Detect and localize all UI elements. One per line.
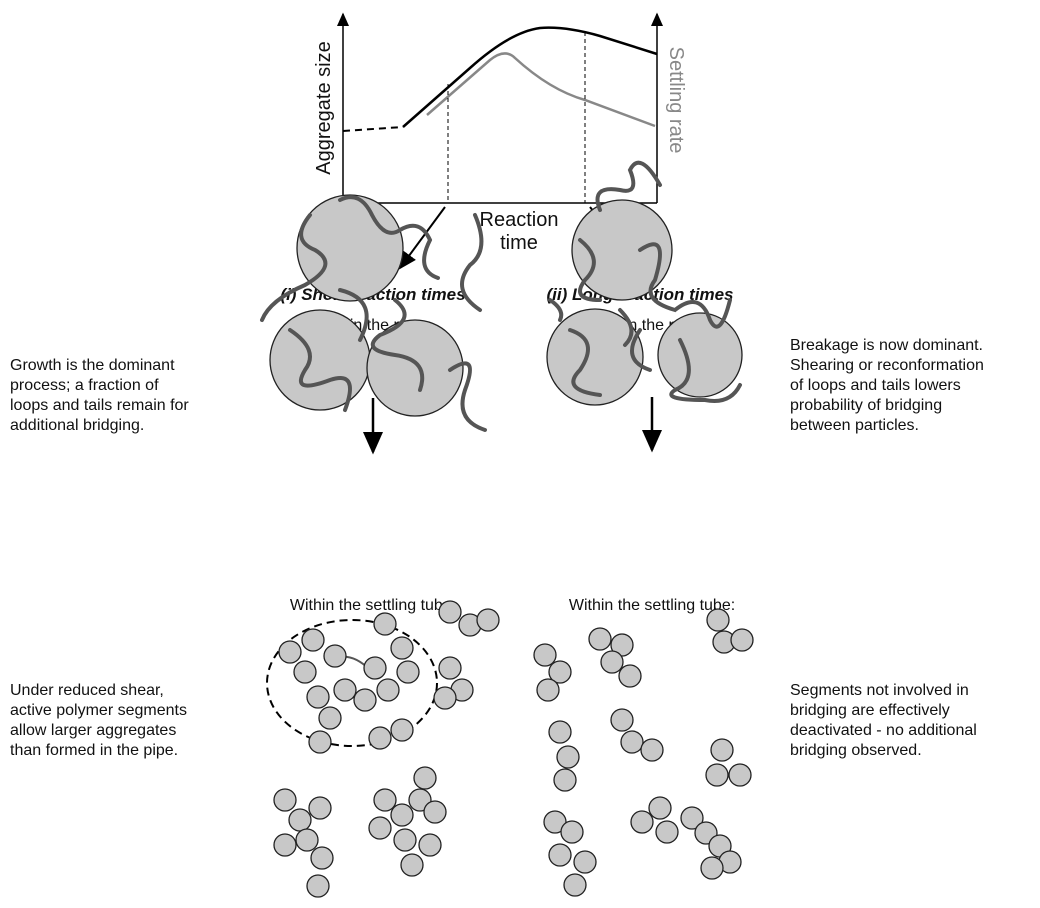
diagram: Aggregate size Settling rate Reaction ti… [0, 0, 1040, 903]
particle [364, 657, 386, 679]
description: allow larger aggregates [10, 722, 176, 739]
description: of loops and tails lowers [790, 377, 961, 394]
particle [311, 847, 333, 869]
y2-label: Settling rate [665, 47, 687, 154]
label: Within the settling tube: [290, 597, 456, 614]
particle [289, 809, 311, 831]
description: Segments not involved in [790, 682, 969, 699]
particle [279, 641, 301, 663]
description: loops and tails remain for [10, 397, 189, 414]
description: between particles. [790, 417, 919, 434]
tube-particles [274, 601, 753, 897]
particle [309, 731, 331, 753]
particle [711, 739, 733, 761]
particle [649, 797, 671, 819]
particle [391, 719, 413, 741]
particle [391, 637, 413, 659]
description: additional bridging. [10, 417, 144, 434]
particle [549, 844, 571, 866]
particle [557, 746, 579, 768]
particle [309, 797, 331, 819]
particle [729, 764, 751, 786]
description: bridging observed. [790, 742, 922, 759]
particle [589, 628, 611, 650]
particle [619, 665, 641, 687]
particle [274, 834, 296, 856]
description: than formed in the pipe. [10, 742, 178, 759]
particle [319, 707, 341, 729]
description: Growth is the dominant [10, 357, 175, 374]
particle [401, 854, 423, 876]
particle [397, 661, 419, 683]
particle [374, 613, 396, 635]
x-label: time [500, 232, 538, 254]
particle [631, 811, 653, 833]
particle [391, 804, 413, 826]
page: Aggregate size Settling rate Reaction ti… [0, 0, 1040, 903]
particle [369, 727, 391, 749]
description: bridging are effectively [790, 702, 950, 719]
particle [374, 789, 396, 811]
particle [707, 609, 729, 631]
particle [574, 851, 596, 873]
description: probability of bridging [790, 397, 942, 414]
particle [434, 687, 456, 709]
particle [377, 679, 399, 701]
particle [324, 645, 346, 667]
y-label: Aggregate size [313, 41, 335, 174]
particle [701, 857, 723, 879]
particle [369, 817, 391, 839]
particle [549, 721, 571, 743]
particle [706, 764, 728, 786]
particle [477, 609, 499, 631]
particle [641, 739, 663, 761]
particle [601, 651, 623, 673]
x-label: Reaction [480, 209, 559, 231]
particle [424, 801, 446, 823]
particle [554, 769, 576, 791]
particle [394, 829, 416, 851]
particle [414, 767, 436, 789]
particle [561, 821, 583, 843]
description: active polymer segments [10, 702, 187, 719]
particle [274, 789, 296, 811]
particle [537, 679, 559, 701]
particle [656, 821, 678, 843]
particle [302, 629, 324, 651]
particle [621, 731, 643, 753]
description: Breakage is now dominant. [790, 337, 983, 354]
particle [307, 686, 329, 708]
particle [731, 629, 753, 651]
particle [564, 874, 586, 896]
particle [439, 657, 461, 679]
particle [354, 689, 376, 711]
description: Under reduced shear, [10, 682, 164, 699]
particle [296, 829, 318, 851]
particle [611, 709, 633, 731]
description: Shearing or reconformation [790, 357, 984, 374]
particle [307, 875, 329, 897]
particle [419, 834, 441, 856]
description: process; a fraction of [10, 377, 159, 394]
particle [439, 601, 461, 623]
particle [534, 644, 556, 666]
particle [294, 661, 316, 683]
description: deactivated - no additional [790, 722, 977, 739]
particle [334, 679, 356, 701]
